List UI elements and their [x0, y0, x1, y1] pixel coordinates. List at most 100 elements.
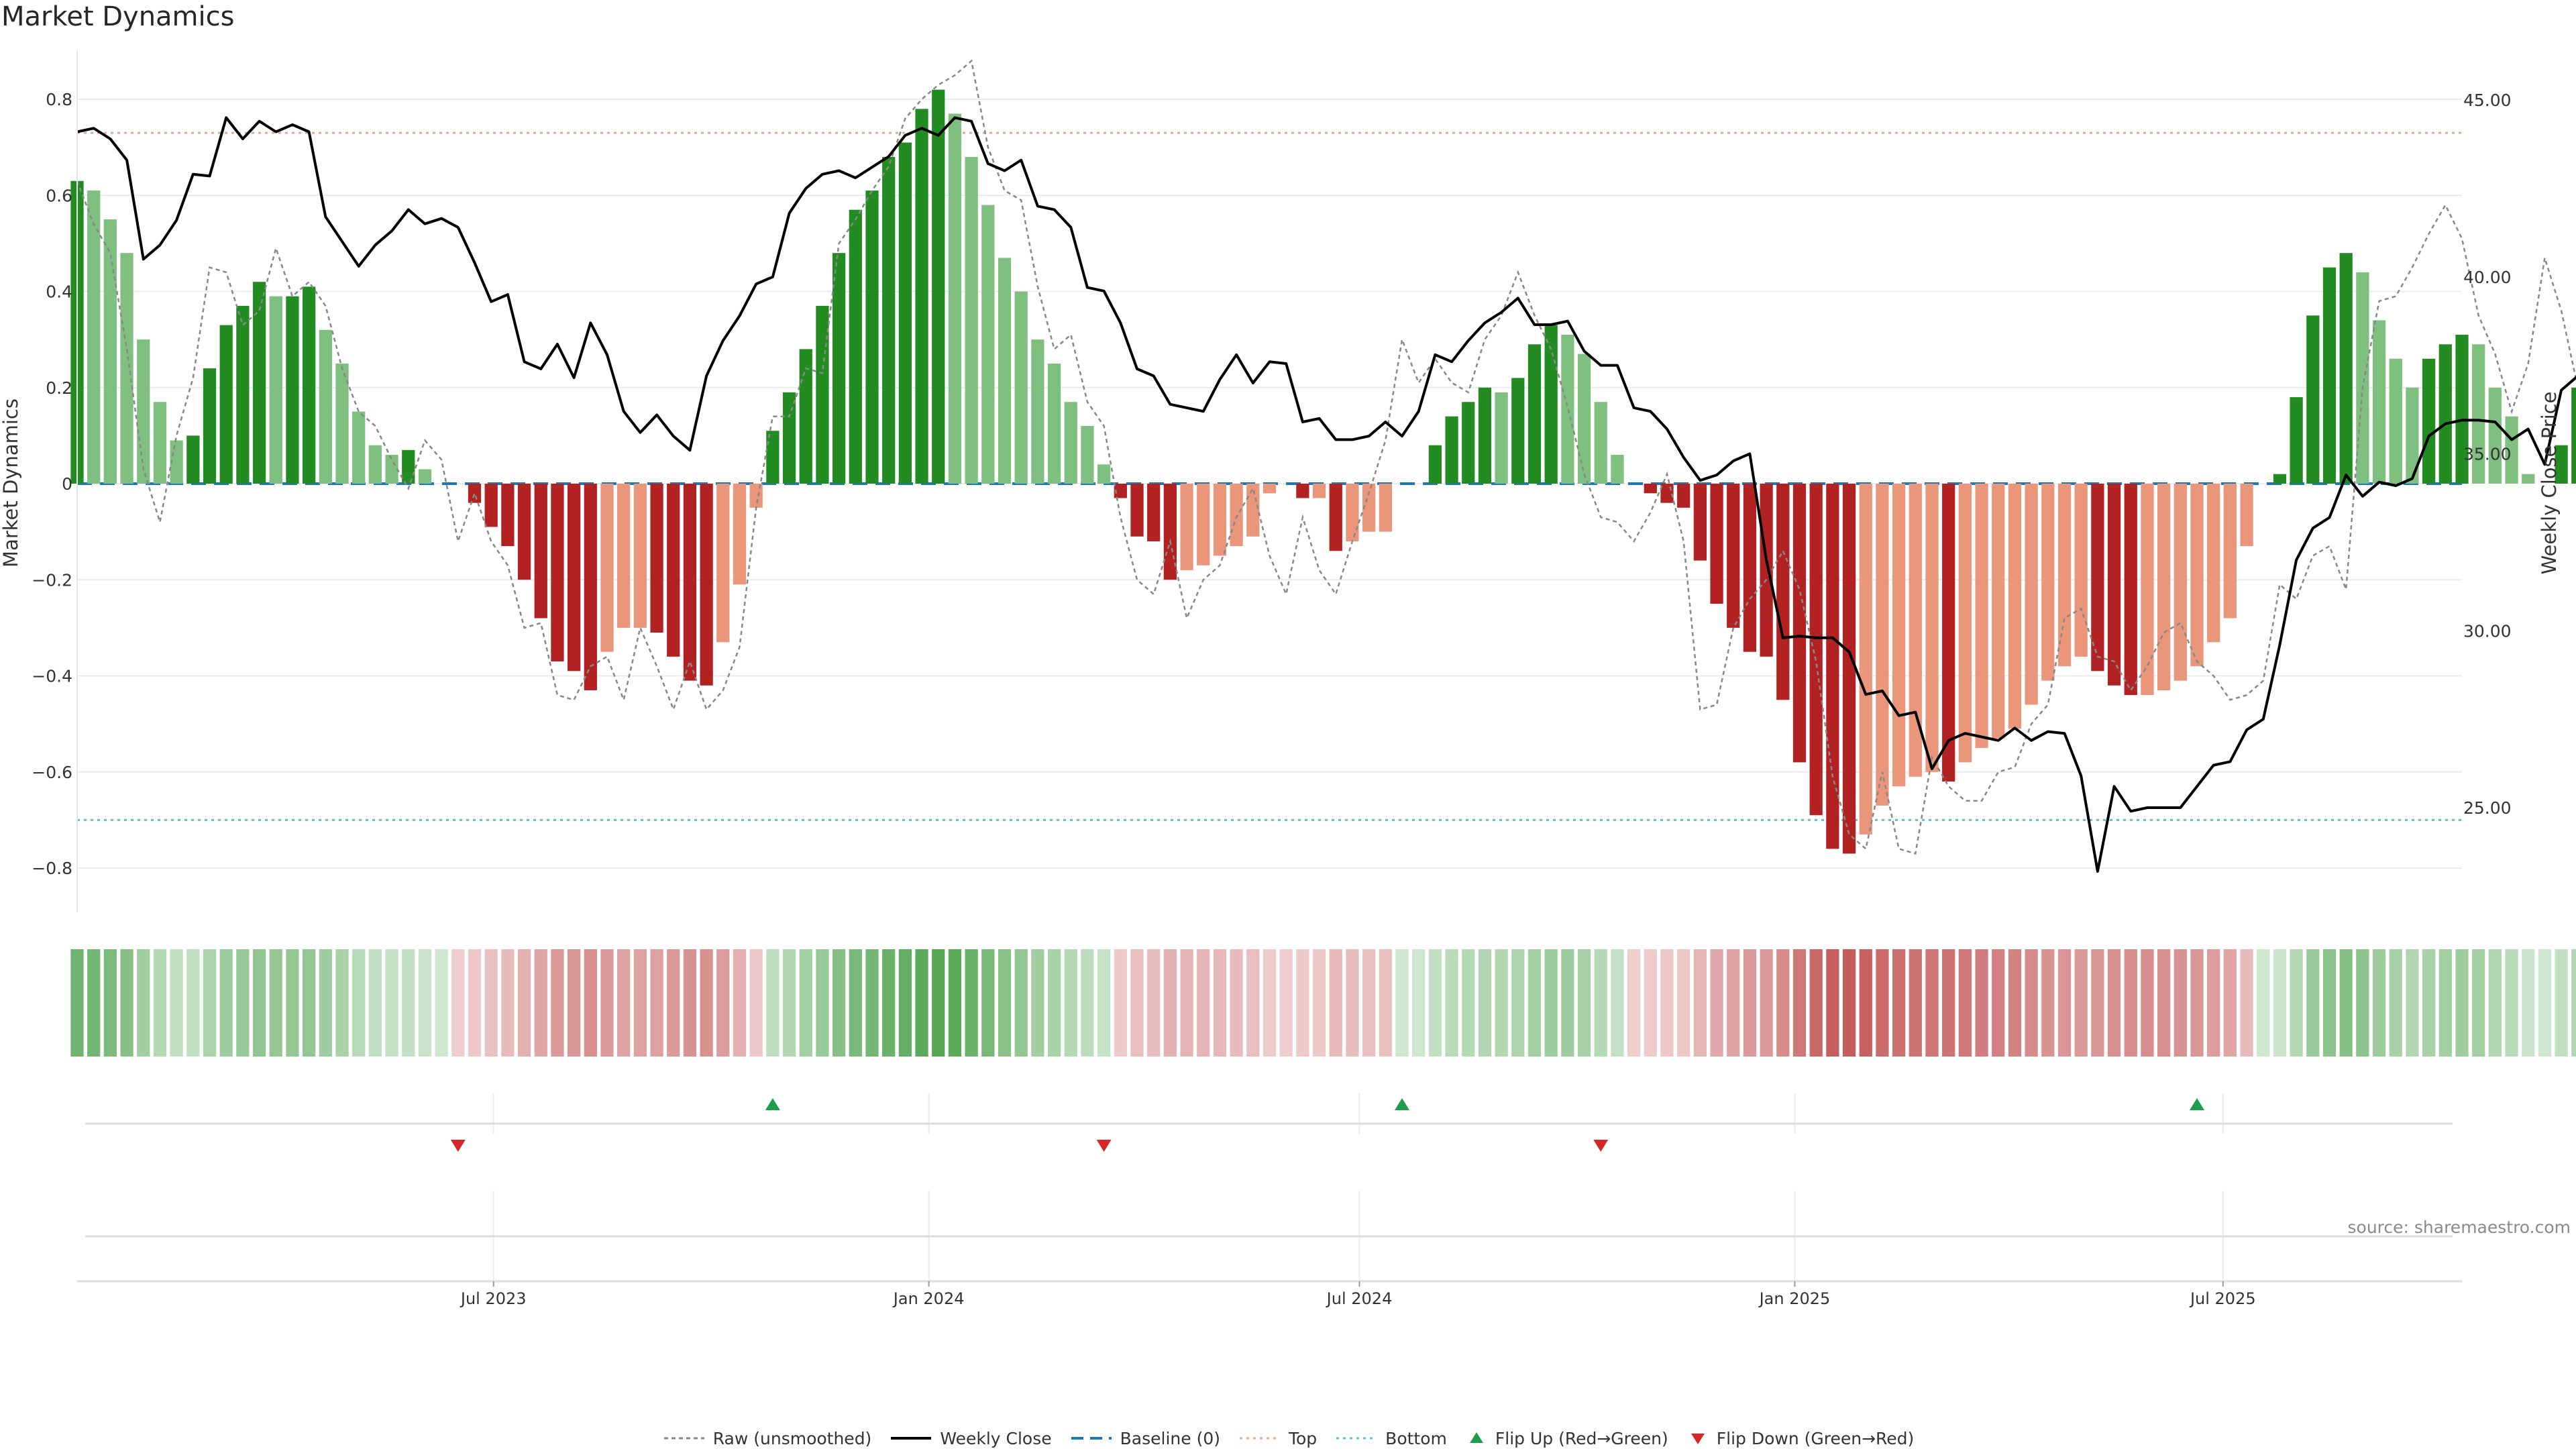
- heat-cell: [551, 949, 564, 1057]
- dynamics-bar: [1263, 484, 1277, 494]
- flip-up-marker: [2190, 1098, 2204, 1110]
- y2-tick-label: 40.00: [2463, 268, 2512, 287]
- heat-cell: [733, 949, 747, 1057]
- heat-cell: [2207, 949, 2220, 1057]
- heat-cell: [2141, 949, 2154, 1057]
- heat-cell: [1992, 949, 2005, 1057]
- dynamics-bar: [1876, 484, 1889, 806]
- flip-up-marker: [1395, 1098, 1409, 1110]
- dynamics-bar: [1826, 484, 1839, 849]
- dynamics-bar: [2157, 484, 2171, 690]
- dynamics-bar: [1693, 484, 1707, 561]
- legend-label: Top: [1288, 1428, 1318, 1448]
- heat-cell: [1147, 949, 1161, 1057]
- heat-cell: [1246, 949, 1260, 1057]
- heat-cell: [1859, 949, 1872, 1057]
- heat-cell: [1660, 949, 1674, 1057]
- heat-cell: [402, 949, 415, 1057]
- heat-cell: [1097, 949, 1111, 1057]
- dynamics-bar: [2455, 334, 2469, 484]
- dynamics-bar: [683, 484, 697, 681]
- dynamics-bar: [998, 258, 1012, 484]
- dynamics-bar: [1958, 484, 1972, 763]
- dynamics-bar: [782, 392, 796, 484]
- heat-cell: [1792, 949, 1807, 1057]
- dynamics-bar: [1495, 392, 1508, 484]
- y2-tick-label: 35.00: [2463, 445, 2512, 464]
- dynamics-bar: [1081, 426, 1094, 484]
- dynamics-bar: [137, 339, 150, 484]
- dynamics-bar: [335, 363, 349, 484]
- dynamics-bar: [2306, 315, 2320, 484]
- dynamics-bar: [2124, 484, 2137, 696]
- heat-cell: [2438, 949, 2452, 1057]
- heat-cell: [252, 949, 266, 1057]
- dynamics-bar: [667, 484, 680, 657]
- legend-label: Baseline (0): [1120, 1428, 1220, 1448]
- dynamics-bar: [1379, 484, 1392, 532]
- heat-cell: [170, 949, 183, 1057]
- heat-cell: [1428, 949, 1442, 1057]
- dynamics-bar: [385, 455, 398, 484]
- dynamics-bar: [1892, 484, 1906, 787]
- heat-cell: [103, 949, 117, 1057]
- heat-cell: [1544, 949, 1558, 1057]
- heat-cell: [1230, 949, 1243, 1057]
- heat-cell: [915, 949, 928, 1057]
- heat-cell: [1263, 949, 1277, 1057]
- dynamics-bar: [418, 469, 432, 484]
- dynamics-bar: [551, 484, 564, 662]
- heat-cell: [1445, 949, 1458, 1057]
- y-tick-label: −0.6: [32, 763, 72, 782]
- dynamics-bar: [1296, 484, 1309, 498]
- top-legend-swatch: [1239, 1437, 1280, 1440]
- heat-cell: [865, 949, 879, 1057]
- heat-cell: [650, 949, 663, 1057]
- close-legend-swatch: [891, 1437, 932, 1440]
- dynamics-bar: [1428, 445, 1442, 484]
- heat-cell: [418, 949, 432, 1057]
- heat-cell: [2571, 949, 2576, 1057]
- dynamics-bar: [2207, 484, 2220, 643]
- heat-cell: [1826, 949, 1839, 1057]
- heat-cell: [2306, 949, 2320, 1057]
- dynamics-bar: [1527, 344, 1542, 484]
- heat-cell: [2422, 949, 2436, 1057]
- heat-cell: [1346, 949, 1359, 1057]
- dynamics-bar: [799, 349, 812, 484]
- dynamics-bar: [1792, 484, 1807, 763]
- heat-cell: [1809, 949, 1823, 1057]
- source-note: source: sharemaestro.com: [2347, 1218, 2571, 1237]
- heat-cell: [1743, 949, 1757, 1057]
- heat-cell: [203, 949, 217, 1057]
- heat-cell: [186, 949, 200, 1057]
- legend-label: Flip Up (Red→Green): [1495, 1428, 1668, 1448]
- dynamics-bar: [1975, 484, 1988, 748]
- heat-cell: [1130, 949, 1144, 1057]
- heat-cell: [2356, 949, 2369, 1057]
- dynamics-bar: [2472, 344, 2485, 484]
- heat-cell: [1081, 949, 1094, 1057]
- dynamics-bar: [2406, 387, 2419, 484]
- heat-cell: [898, 949, 912, 1057]
- dynamics-bar: [501, 484, 515, 547]
- dynamics-bar: [2223, 484, 2237, 618]
- heat-cell: [2157, 949, 2171, 1057]
- heat-cell: [799, 949, 812, 1057]
- dynamics-bar: [1147, 484, 1161, 541]
- heat-cell: [468, 949, 482, 1057]
- dynamics-bar: [153, 402, 167, 484]
- close-series: [76, 116, 2576, 873]
- heat-cell: [1644, 949, 1657, 1057]
- heat-cell: [2240, 949, 2253, 1057]
- heat-cell: [633, 949, 647, 1057]
- weekly-close-line: [76, 116, 2576, 873]
- dynamics-bar: [2372, 320, 2386, 484]
- heat-cell: [1876, 949, 1889, 1057]
- heat-cell: [1180, 949, 1193, 1057]
- dynamics-bar: [650, 484, 663, 633]
- heat-cell: [2389, 949, 2402, 1057]
- heat-cell: [534, 949, 547, 1057]
- heat-cell: [2522, 949, 2535, 1057]
- dynamics-bar: [484, 484, 498, 527]
